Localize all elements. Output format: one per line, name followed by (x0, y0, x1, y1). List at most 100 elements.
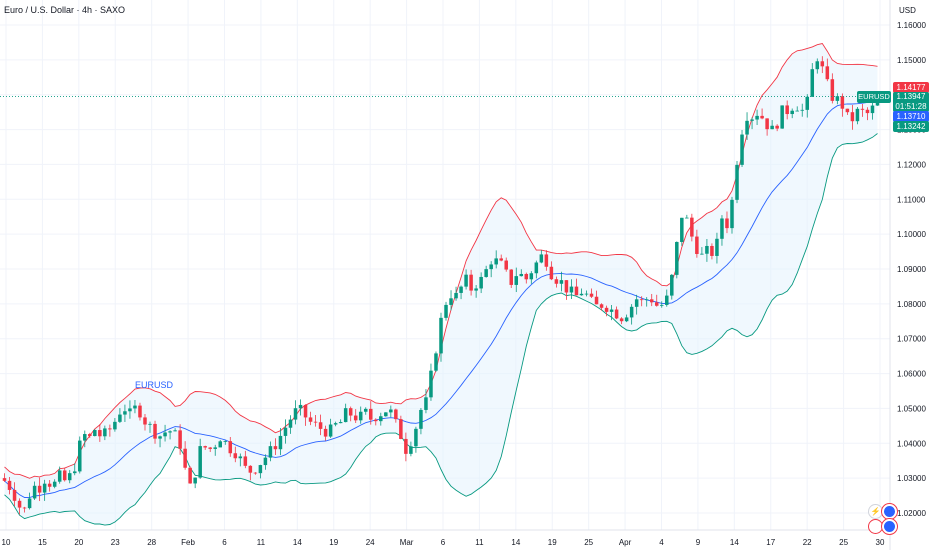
time-tick-label: 15 (38, 538, 47, 547)
candle-body (138, 405, 142, 418)
candle-body (634, 299, 639, 307)
candle-body (78, 440, 82, 472)
candle-body (384, 412, 388, 417)
price-tick-label: 1.02000 (897, 509, 926, 518)
candle-body (258, 465, 263, 474)
candle-body (569, 286, 574, 293)
candle-body (579, 293, 584, 296)
candle-body (720, 218, 724, 239)
candle-body (654, 302, 659, 306)
candle-body (454, 292, 458, 299)
candle-body (790, 110, 794, 115)
candle-body (554, 279, 559, 284)
time-tick-label: 14 (511, 538, 520, 547)
candle-body (639, 299, 644, 301)
candle-body (680, 217, 684, 242)
candle-body (629, 306, 634, 318)
candle-body (765, 118, 769, 130)
candle-body (128, 408, 132, 412)
settings-toggle-icon[interactable] (882, 519, 897, 534)
candle-body (27, 498, 32, 509)
candle-body (288, 419, 293, 428)
candle-body (755, 115, 759, 120)
candle-body (815, 61, 820, 70)
time-tick-label: 6 (441, 538, 446, 547)
candle-body (103, 428, 107, 437)
candle-body (690, 217, 694, 237)
candle-body (519, 273, 524, 277)
candle-body (52, 481, 57, 487)
candle-body (735, 164, 739, 200)
candle-body (268, 446, 273, 458)
candle-body (865, 109, 870, 114)
last-price-value: 1.13947 (896, 92, 926, 101)
link-icon[interactable] (882, 504, 897, 519)
price-tick-label: 1.05000 (897, 404, 926, 413)
candle-body (810, 69, 815, 97)
currency-label[interactable]: USD (899, 6, 916, 15)
candle-body (785, 105, 789, 115)
candle-body (424, 397, 428, 410)
candle-body (168, 431, 172, 433)
price-tick-label: 1.11000 (897, 195, 926, 204)
candle-body (830, 79, 835, 101)
candle-body (504, 260, 508, 270)
candle-body (318, 422, 323, 429)
candlestick-series (2, 56, 880, 515)
candle-body (158, 436, 162, 439)
candle-body (745, 120, 749, 135)
symbol-title[interactable]: Euro / U.S. Dollar · 4h · SAXO (4, 5, 126, 15)
candle-body (564, 280, 569, 293)
candle-body (363, 408, 368, 412)
candle-body (835, 96, 840, 101)
candle-body (409, 446, 413, 454)
time-tick-label: 30 (876, 538, 885, 547)
candle-body (574, 286, 579, 296)
candle-body (644, 299, 649, 301)
candle-body (760, 115, 764, 119)
candle-body (238, 456, 243, 459)
candle-body (429, 370, 433, 398)
price-tick-label: 1.07000 (897, 335, 926, 344)
candle-body (213, 447, 217, 449)
candle-body (770, 125, 774, 130)
candle-body (750, 119, 754, 121)
candle-body (479, 276, 483, 289)
price-tick-label: 1.08000 (897, 300, 926, 309)
time-tick-label: 23 (111, 538, 120, 547)
time-tick-label: 10 (2, 538, 11, 547)
candle-body (47, 483, 52, 487)
candle-body (474, 288, 478, 291)
candle-body (123, 411, 127, 415)
candle-body (374, 419, 378, 422)
candle-body (845, 108, 850, 113)
candle-body (514, 276, 519, 285)
candle-body (57, 470, 62, 482)
candle-body (278, 435, 283, 450)
candle-body (855, 108, 860, 122)
candle-body (449, 298, 453, 305)
scale-toggle-icon[interactable] (868, 519, 883, 534)
candle-body (675, 241, 679, 275)
time-tick-label: 14 (293, 538, 302, 547)
candle-body (233, 453, 238, 459)
price-tick-label: 1.15000 (897, 56, 926, 65)
candle-body (439, 317, 443, 354)
candle-body (705, 245, 709, 254)
candle-body (604, 307, 609, 312)
candle-body (870, 105, 875, 114)
candle-body (414, 428, 418, 447)
candle-body (148, 423, 152, 425)
candle-body (840, 96, 845, 109)
time-tick-label: 19 (548, 538, 557, 547)
price-tick-label: 1.16000 (897, 21, 926, 30)
time-tick-label: 28 (147, 538, 156, 547)
lightning-icon[interactable]: ⚡ (868, 504, 883, 519)
candle-body (183, 448, 187, 468)
candle-body (263, 457, 268, 466)
lower-band-price-tag: 1.13242 (893, 121, 929, 132)
candle-body (710, 245, 714, 256)
candle-body (223, 441, 228, 442)
candle-body (333, 423, 338, 425)
